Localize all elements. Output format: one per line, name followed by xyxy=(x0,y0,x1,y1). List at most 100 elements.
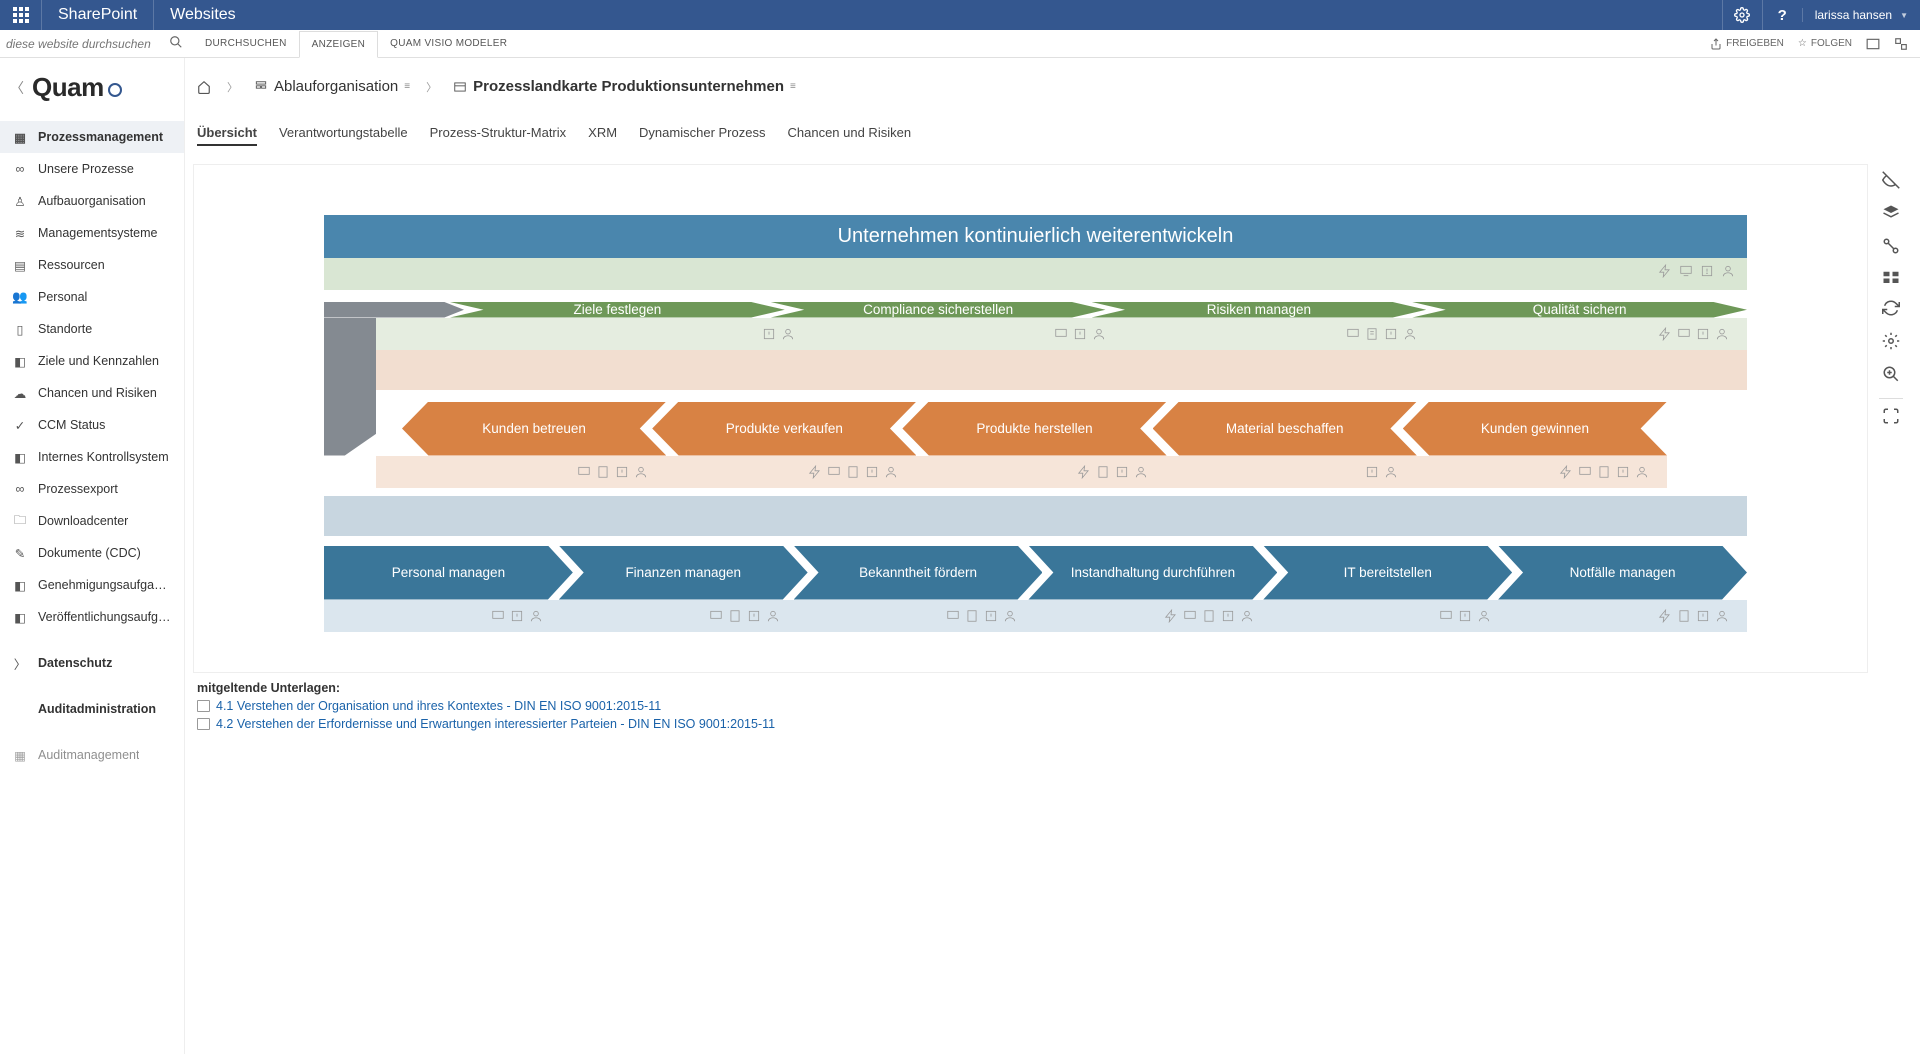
nav-ressourcen[interactable]: ▤Ressourcen xyxy=(0,249,184,281)
proc-kunden-betreuen[interactable]: Kunden betreuen xyxy=(402,402,666,456)
layers-icon[interactable] xyxy=(1882,204,1900,225)
proc-notfaelle[interactable]: Notfälle managen xyxy=(1498,546,1747,600)
sharepoint-brand[interactable]: SharePoint xyxy=(42,0,154,30)
left-sidebar: 〈 Quam ▦Prozessmanagement ∞Unsere Prozes… xyxy=(0,58,185,1054)
publish-icon: ◧ xyxy=(12,609,28,625)
nav-prozessmanagement[interactable]: ▦Prozessmanagement xyxy=(0,121,184,153)
search-icon[interactable] xyxy=(169,35,183,52)
doc-link-2[interactable]: 4.2 Verstehen der Erfordernisse und Erwa… xyxy=(197,713,1896,731)
ribbon-tabs: DURCHSUCHEN ANZEIGEN QUAM VISIO MODELER xyxy=(185,30,1710,57)
layers-icon: ≋ xyxy=(12,225,28,241)
nav-managementsysteme[interactable]: ≋Managementsysteme xyxy=(0,217,184,249)
cloud-icon: ☁ xyxy=(12,385,28,401)
org-icon: ♙ xyxy=(12,193,28,209)
user-name: larissa hansen xyxy=(1815,8,1892,22)
fullscreen-icon[interactable] xyxy=(1882,407,1900,428)
ribbon-tab-quam-visio[interactable]: QUAM VISIO MODELER xyxy=(378,30,519,57)
target-icon: ◧ xyxy=(12,353,28,369)
proc-finanzen[interactable]: Finanzen managen xyxy=(559,546,808,600)
ribbon-row: DURCHSUCHEN ANZEIGEN QUAM VISIO MODELER … xyxy=(0,30,1920,58)
tab-psm[interactable]: Prozess-Struktur-Matrix xyxy=(430,125,567,146)
sharepoint-top-bar: SharePoint Websites ? larissa hansen ▼ xyxy=(0,0,1920,30)
tab-verantwortung[interactable]: Verantwortungstabelle xyxy=(279,125,408,146)
nav-auditmgmt[interactable]: ▦Auditmanagement xyxy=(0,739,184,771)
zoom-in-icon[interactable] xyxy=(1882,365,1900,386)
map-title-sub xyxy=(324,258,1747,290)
sync-icon[interactable] xyxy=(1894,37,1908,51)
nav-download[interactable]: 🗀Downloadcenter xyxy=(0,505,184,537)
diagram-toolbar xyxy=(1873,171,1909,428)
tab-xrm[interactable]: XRM xyxy=(588,125,617,146)
share-icon: ∞ xyxy=(12,161,28,177)
focus-mode-icon[interactable] xyxy=(1866,38,1880,50)
nav-personal[interactable]: 👥Personal xyxy=(0,281,184,313)
chevron-right-icon: 〉 xyxy=(12,655,28,671)
proc-ziele[interactable]: Ziele festlegen xyxy=(450,302,785,318)
nav-unsere-prozesse[interactable]: ∞Unsere Prozesse xyxy=(0,153,184,185)
help-icon[interactable]: ? xyxy=(1762,0,1802,30)
proc-kunden-gewinnen[interactable]: Kunden gewinnen xyxy=(1403,402,1667,456)
proc-personal[interactable]: Personal managen xyxy=(324,546,573,600)
doc-link-1[interactable]: 4.1 Verstehen der Organisation und ihres… xyxy=(197,695,1896,713)
bolt-icon xyxy=(1657,264,1672,278)
tab-chancen[interactable]: Chancen und Risiken xyxy=(787,125,911,146)
nav-export[interactable]: ∞Prozessexport xyxy=(0,473,184,505)
breadcrumb-home[interactable] xyxy=(197,80,211,94)
export-icon: ∞ xyxy=(12,481,28,497)
nav-auditadmin[interactable]: Auditadministration xyxy=(0,693,184,725)
nav-ccm[interactable]: ✓CCM Status xyxy=(0,409,184,441)
tab-uebersicht[interactable]: Übersicht xyxy=(197,125,257,146)
ribbon-tab-anzeigen[interactable]: ANZEIGEN xyxy=(299,31,379,58)
nav-publish[interactable]: ◧Veröffentlichungsaufgab... xyxy=(0,601,184,633)
breadcrumb-level2[interactable]: Prozesslandkarte Produktionsunternehmen … xyxy=(453,78,796,95)
nav-datenschutz[interactable]: 〉Datenschutz xyxy=(0,647,184,679)
dropdown-icon: ≡ xyxy=(404,81,410,92)
support-processes-row: Personal managen Finanzen managen Bekann… xyxy=(324,546,1747,600)
unterlagen-heading: mitgeltende Unterlagen: xyxy=(197,681,340,695)
share-button[interactable]: FREIGEBEN xyxy=(1710,38,1784,50)
proc-qualitaet[interactable]: Qualität sichern xyxy=(1412,302,1747,318)
grid-icon[interactable] xyxy=(1882,270,1900,287)
core-processes-row: Kunden betreuen Produkte verkaufen Produ… xyxy=(324,402,1747,456)
back-button[interactable]: 〈 xyxy=(10,78,24,98)
nav-iks[interactable]: ◧Internes Kontrollsystem xyxy=(0,441,184,473)
gear-icon[interactable] xyxy=(1882,332,1900,353)
nav-ziele[interactable]: ◧Ziele und Kennzahlen xyxy=(0,345,184,377)
doc-icon: ▤ xyxy=(12,257,28,273)
proc-produkte-verkaufen[interactable]: Produkte verkaufen xyxy=(652,402,916,456)
refresh-icon[interactable] xyxy=(1882,299,1900,320)
proc-risiken[interactable]: Risiken managen xyxy=(1092,302,1427,318)
proc-compliance[interactable]: Compliance sicherstellen xyxy=(771,302,1106,318)
connect-icon[interactable] xyxy=(1882,237,1900,258)
breadcrumb: 〉 Ablauforganisation ≡ 〉 Prozesslandkart… xyxy=(185,58,1920,99)
monitor-icon xyxy=(1678,264,1693,278)
follow-button[interactable]: ☆FOLGEN xyxy=(1798,38,1852,49)
main-content: 〉 Ablauforganisation ≡ 〉 Prozesslandkart… xyxy=(185,58,1920,1054)
nav-standorte[interactable]: ▯Standorte xyxy=(0,313,184,345)
proc-produkte-herstellen[interactable]: Produkte herstellen xyxy=(902,402,1166,456)
map-title[interactable]: Unternehmen kontinuierlich weiterentwick… xyxy=(324,215,1747,258)
process-map: Unternehmen kontinuierlich weiterentwick… xyxy=(193,164,1868,673)
tab-dynprozess[interactable]: Dynamischer Prozess xyxy=(639,125,765,146)
user-menu[interactable]: larissa hansen ▼ xyxy=(1802,8,1920,22)
search-input[interactable] xyxy=(6,37,163,51)
related-documents: mitgeltende Unterlagen: 4.1 Verstehen de… xyxy=(185,673,1920,731)
quam-logo[interactable]: Quam xyxy=(32,72,122,103)
doc2-icon: ✎ xyxy=(12,545,28,561)
management-processes-row: Ziele festlegen Compliance sicherstellen… xyxy=(324,302,1747,318)
nav-aufbauorganisation[interactable]: ♙Aufbauorganisation xyxy=(0,185,184,217)
proc-instandhaltung[interactable]: Instandhaltung durchführen xyxy=(1028,546,1277,600)
proc-it[interactable]: IT bereitstellen xyxy=(1263,546,1512,600)
websites-link[interactable]: Websites xyxy=(154,0,252,30)
proc-material[interactable]: Material beschaffen xyxy=(1153,402,1417,456)
folder-icon: 🗀 xyxy=(12,513,28,529)
nav-genehmigung[interactable]: ◧Genehmigungsaufgaben ... xyxy=(0,569,184,601)
breadcrumb-level1[interactable]: Ablauforganisation ≡ xyxy=(254,78,410,95)
nav-dokumente[interactable]: ✎Dokumente (CDC) xyxy=(0,537,184,569)
app-launcher-button[interactable] xyxy=(0,0,42,30)
nav-chancen[interactable]: ☁Chancen und Risiken xyxy=(0,377,184,409)
proc-bekanntheit[interactable]: Bekanntheit fördern xyxy=(794,546,1043,600)
settings-gear-icon[interactable] xyxy=(1722,0,1762,30)
visibility-icon[interactable] xyxy=(1882,171,1900,192)
ribbon-tab-durchsuchen[interactable]: DURCHSUCHEN xyxy=(193,30,299,57)
